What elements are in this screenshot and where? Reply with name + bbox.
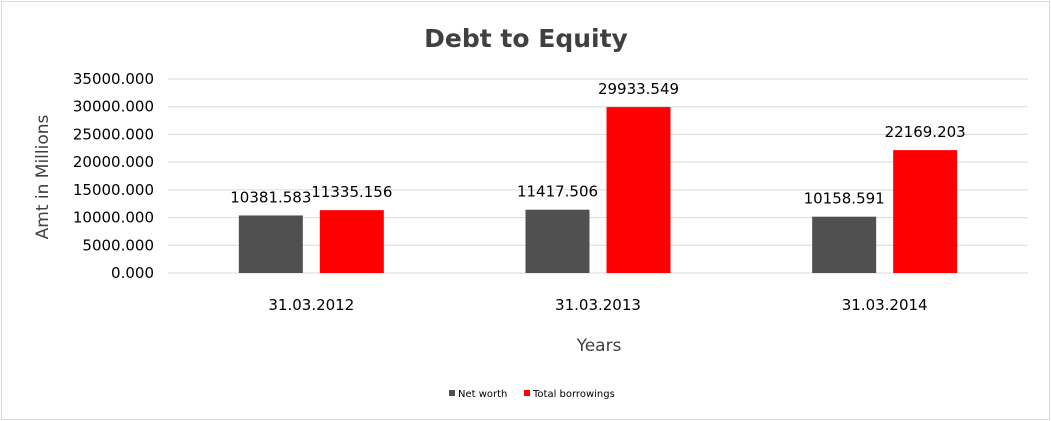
chart-title: Debt to Equity xyxy=(424,24,628,53)
bar-total-borrowings xyxy=(606,107,671,273)
legend-swatch xyxy=(524,390,530,396)
data-labels: 10381.583 11335.156 11417.506 29933.549 1015… xyxy=(230,80,965,208)
legend: Net worth Total borrowings xyxy=(449,389,615,400)
legend-swatch xyxy=(449,390,455,396)
x-axis-category-labels: 31.03.2012 31.03.2013 31.03.2014 xyxy=(268,296,927,314)
bar-total-borrowings xyxy=(319,210,384,273)
data-label: 29933.549 xyxy=(598,80,679,98)
legend-label: Net worth xyxy=(458,389,507,400)
data-label: 10381.583 xyxy=(230,188,311,206)
bar-net-worth xyxy=(525,209,590,273)
y-axis-title: Amt in Millions xyxy=(33,114,53,239)
gridlines xyxy=(168,78,1028,274)
data-label: 11417.506 xyxy=(517,183,598,201)
y-tick-label: 20000.000 xyxy=(73,153,154,171)
data-label: 22169.203 xyxy=(885,123,966,141)
y-tick-label: 35000.000 xyxy=(73,70,154,88)
bar-net-worth xyxy=(812,216,877,273)
y-tick-label: 25000.000 xyxy=(73,125,154,143)
y-tick-label: 5000.000 xyxy=(82,236,154,254)
y-tick-label: 15000.000 xyxy=(73,181,154,199)
bar-total-borrowings xyxy=(893,150,958,273)
x-category-label: 31.03.2013 xyxy=(555,296,641,314)
y-tick-label: 30000.000 xyxy=(73,98,154,116)
x-category-label: 31.03.2012 xyxy=(268,296,354,314)
bars xyxy=(238,107,958,273)
x-category-label: 31.03.2014 xyxy=(842,296,928,314)
bar-net-worth xyxy=(238,215,303,273)
x-axis-title: Years xyxy=(576,336,622,356)
y-tick-label: 10000.000 xyxy=(73,209,154,227)
y-axis-tick-labels: 0.000 5000.000 10000.000 15000.000 20000.000… xyxy=(73,70,154,282)
y-tick-label: 0.000 xyxy=(111,264,154,282)
data-label: 10158.591 xyxy=(804,190,885,208)
data-label: 11335.156 xyxy=(311,183,392,201)
legend-label: Total borrowings xyxy=(532,389,615,400)
